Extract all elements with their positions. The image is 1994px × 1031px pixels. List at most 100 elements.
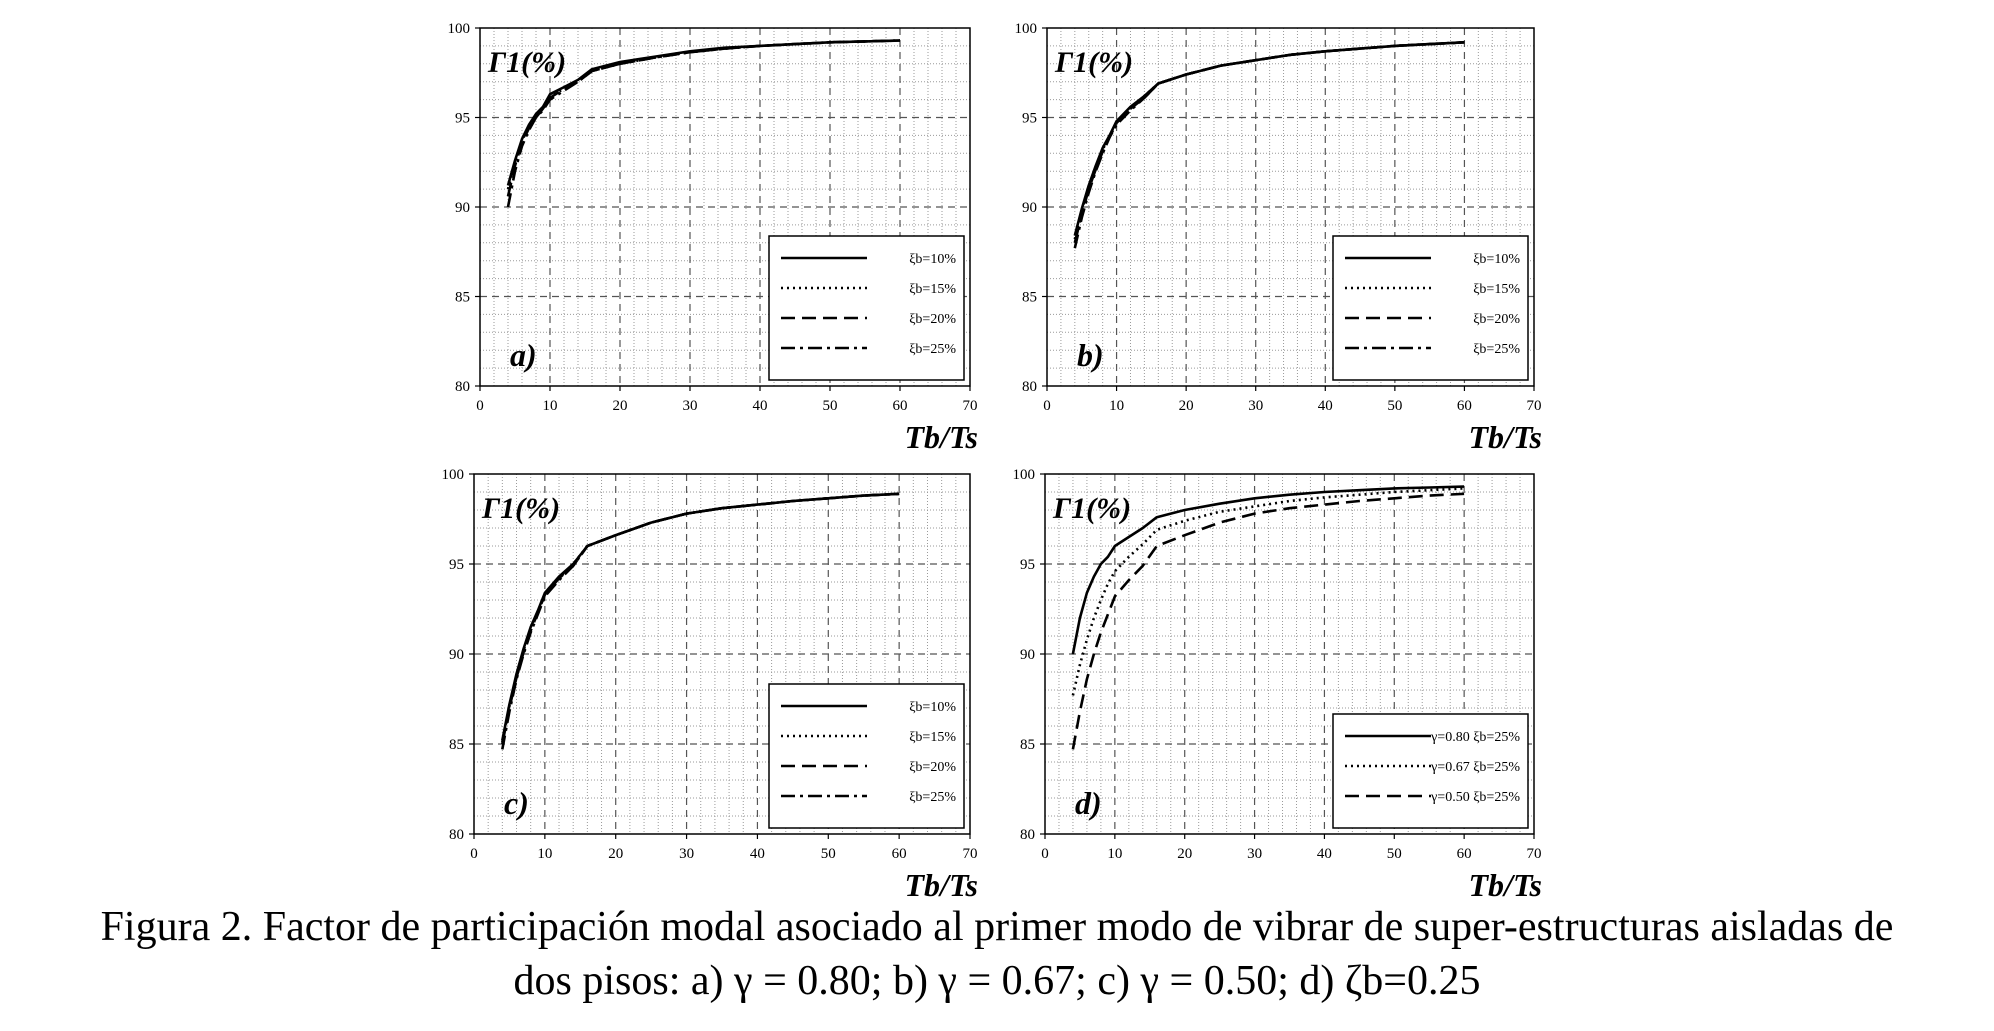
legend-entry-1: ξb=10% (909, 700, 956, 715)
x-tick-label: 20 (1179, 398, 1194, 414)
y-tick-label: 95 (1020, 557, 1035, 573)
legend-entry-2: ξb=15% (1473, 282, 1520, 297)
x-axis-label: Tb/Ts (1469, 419, 1543, 455)
legend-entry-4: ξb=25% (1473, 342, 1520, 357)
y-tick-label: 80 (455, 379, 470, 395)
x-tick-label: 60 (892, 846, 907, 862)
legend-box (1332, 235, 1529, 381)
x-tick-label: 40 (753, 398, 768, 414)
series-line-3 (1071, 492, 1465, 750)
x-tick-label: 50 (1387, 398, 1402, 414)
legend: ξb=10% ξb=15% ξb=20% ξb=25% (768, 235, 965, 381)
legend-entry-1: ξb=10% (1473, 252, 1520, 267)
x-tick-label: 60 (1457, 398, 1472, 414)
y-axis-label: Γ1(%) (481, 492, 560, 525)
x-tick-label: 50 (1387, 846, 1402, 862)
y-tick-label: 85 (1020, 737, 1035, 753)
x-axis-label: Tb/Ts (1469, 867, 1543, 903)
legend-box (768, 235, 965, 381)
x-tick-label: 10 (543, 398, 558, 414)
legend-entry-4: ξb=25% (909, 790, 956, 805)
y-tick-label: 90 (1020, 647, 1035, 663)
y-tick-label: 100 (1013, 467, 1036, 483)
x-tick-label: 30 (1248, 398, 1263, 414)
y-tick-label: 85 (1022, 290, 1037, 306)
x-tick-label: 40 (750, 846, 765, 862)
legend-entry-2: γ=0.67 ξb=25% (1430, 760, 1520, 775)
panel-label: b) (1077, 337, 1104, 373)
x-tick-label: 20 (608, 846, 623, 862)
y-tick-label: 100 (1015, 21, 1038, 37)
y-axis-label: Γ1(%) (1052, 492, 1131, 525)
chart-panel-2: 0 10 20 30 40 50 60 70 80 85 90 95 100 Γ1(%) Tb/Ts b) ξb… (1015, 21, 1543, 455)
x-tick-label: 70 (963, 846, 978, 862)
panel-label: a) (510, 337, 537, 373)
x-tick-label: 60 (1457, 846, 1472, 862)
legend-entry-2: ξb=15% (909, 282, 956, 297)
x-tick-label: 30 (683, 398, 698, 414)
y-tick-label: 100 (442, 467, 465, 483)
x-tick-label: 0 (1041, 846, 1049, 862)
y-tick-label: 85 (455, 290, 470, 306)
y-tick-label: 95 (1022, 111, 1037, 127)
legend-entry-3: ξb=20% (1473, 312, 1520, 327)
legend-entry-4: ξb=25% (909, 342, 956, 357)
panel-label: d) (1075, 785, 1102, 821)
legend-entry-3: ξb=20% (909, 760, 956, 775)
legend-box (768, 683, 965, 829)
legend: ξb=10% ξb=15% ξb=20% ξb=25% (768, 683, 965, 829)
legend-entry-1: γ=0.80 ξb=25% (1430, 730, 1520, 745)
legend-box (1332, 713, 1529, 829)
x-tick-label: 10 (1109, 398, 1124, 414)
x-tick-label: 70 (1527, 398, 1542, 414)
x-axis-label: Tb/Ts (905, 867, 979, 903)
legend: γ=0.80 ξb=25% γ=0.67 ξb=25% γ=0.50 ξb=25% (1332, 713, 1529, 829)
x-tick-label: 50 (821, 846, 836, 862)
series-line-2 (1071, 487, 1465, 696)
chart-panel-3: 0 10 20 30 40 50 60 70 80 85 90 95 100 Γ1(%) Tb/Ts c) ξb… (442, 467, 979, 903)
legend-entry-1: ξb=10% (909, 252, 956, 267)
y-tick-label: 80 (1020, 827, 1035, 843)
figure-caption: Figura 2. Factor de participación modal … (0, 900, 1994, 1008)
x-tick-label: 70 (1527, 846, 1542, 862)
y-tick-label: 90 (449, 647, 464, 663)
x-tick-label: 10 (1107, 846, 1122, 862)
x-tick-label: 0 (1043, 398, 1051, 414)
series-line-4 (501, 492, 900, 750)
series-line-4 (1073, 41, 1465, 249)
x-tick-label: 20 (613, 398, 628, 414)
x-tick-label: 0 (470, 846, 478, 862)
caption-line-1: Figura 2. Factor de participación modal … (100, 904, 1894, 950)
y-tick-label: 90 (455, 200, 470, 216)
y-tick-label: 80 (449, 827, 464, 843)
chart-panel-4: 0 10 20 30 40 50 60 70 80 85 90 95 100 Γ1(%) Tb/Ts d) γ=… (1013, 467, 1543, 903)
y-tick-label: 90 (1022, 200, 1037, 216)
y-tick-label: 85 (449, 737, 464, 753)
legend-entry-3: ξb=20% (909, 312, 956, 327)
caption-line-2: dos pisos: a) γ = 0.80; b) γ = 0.67; c) … (513, 958, 1481, 1004)
chart-panel-1: 0 10 20 30 40 50 60 70 80 85 90 95 100 Γ1(%) Tb/Ts a) ξb… (448, 21, 979, 455)
y-axis-label: Γ1(%) (487, 46, 566, 79)
legend-entry-2: ξb=15% (909, 730, 956, 745)
x-tick-label: 40 (1318, 398, 1333, 414)
series-line-1 (1071, 485, 1465, 655)
y-tick-label: 100 (448, 21, 471, 37)
x-tick-label: 30 (1247, 846, 1262, 862)
y-axis-label: Γ1(%) (1054, 46, 1133, 79)
x-tick-label: 50 (823, 398, 838, 414)
y-tick-label: 95 (455, 111, 470, 127)
x-tick-label: 30 (679, 846, 694, 862)
series-line-4 (506, 39, 901, 208)
x-tick-label: 20 (1177, 846, 1192, 862)
x-tick-label: 40 (1317, 846, 1332, 862)
y-tick-label: 80 (1022, 379, 1037, 395)
y-tick-label: 95 (449, 557, 464, 573)
x-axis-label: Tb/Ts (905, 419, 979, 455)
x-tick-label: 0 (476, 398, 484, 414)
legend: ξb=10% ξb=15% ξb=20% ξb=25% (1332, 235, 1529, 381)
x-tick-label: 60 (893, 398, 908, 414)
x-tick-label: 10 (537, 846, 552, 862)
legend-entry-3: γ=0.50 ξb=25% (1430, 790, 1520, 805)
x-tick-label: 70 (963, 398, 978, 414)
